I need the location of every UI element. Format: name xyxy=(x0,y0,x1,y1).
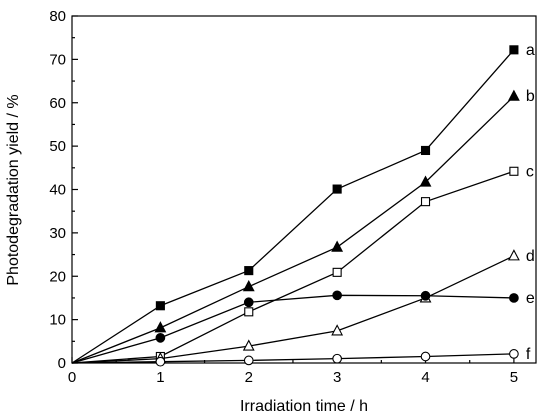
y-tick-label-1: 10 xyxy=(49,312,66,329)
y-axis-label: Photodegradation yield / % xyxy=(5,94,22,285)
x-tick-label-3: 3 xyxy=(333,369,341,386)
series-e: e xyxy=(71,290,535,364)
y-tick-label-4: 40 xyxy=(49,182,66,199)
series-label-c: c xyxy=(526,163,534,180)
point-e-5 xyxy=(509,293,519,303)
y-tick-label-8: 80 xyxy=(49,8,66,25)
x-tick-label-5: 5 xyxy=(510,369,518,386)
plot-area xyxy=(71,15,537,364)
series-group: a b c d e f xyxy=(71,42,535,367)
point-a-3 xyxy=(332,184,342,194)
point-f-3 xyxy=(332,353,342,364)
y-tick-label-6: 60 xyxy=(49,95,66,112)
y-tick-label-3: 30 xyxy=(49,225,66,242)
point-a-1 xyxy=(155,301,165,311)
point-d-3 xyxy=(331,324,344,336)
x-axis-label: Irradiation time / h xyxy=(240,398,368,415)
x-tick-label-2: 2 xyxy=(245,369,253,386)
point-b-5 xyxy=(507,89,520,101)
series-label-b: b xyxy=(526,88,535,105)
point-f-2 xyxy=(243,355,254,366)
series-line-f xyxy=(71,353,514,364)
point-b-2 xyxy=(242,279,255,292)
series-line-d xyxy=(71,255,515,364)
series-f: f xyxy=(71,346,531,367)
plot-frame xyxy=(71,15,537,364)
point-c-2 xyxy=(244,307,254,317)
series-label-e: e xyxy=(526,290,535,307)
point-f-5 xyxy=(509,349,519,359)
point-f-1 xyxy=(155,356,166,367)
series-line-c xyxy=(71,170,515,364)
series-d: d xyxy=(71,248,535,364)
y-tick-label-5: 50 xyxy=(49,138,66,155)
x-tick-label-0: 0 xyxy=(68,369,76,386)
point-c-4 xyxy=(420,197,431,207)
x-tick-label-4: 4 xyxy=(421,369,429,386)
point-a-4 xyxy=(420,145,431,156)
point-e-4 xyxy=(420,290,431,301)
point-b-3 xyxy=(331,240,344,252)
point-e-2 xyxy=(243,297,254,308)
series-line-b xyxy=(71,95,515,364)
y-tick-label-0: 0 xyxy=(58,355,66,372)
series-line-a xyxy=(71,49,515,364)
series-b: b xyxy=(71,88,535,364)
point-e-3 xyxy=(332,290,342,301)
series-label-f: f xyxy=(526,346,531,363)
series-line-e xyxy=(71,294,514,364)
y-tick-label-2: 20 xyxy=(49,268,66,285)
point-e-1 xyxy=(155,332,166,343)
point-c-3 xyxy=(332,267,342,277)
y-tick-label-7: 70 xyxy=(49,51,66,68)
point-b-4 xyxy=(419,175,432,187)
series-label-d: d xyxy=(526,248,535,265)
point-d-2 xyxy=(242,339,255,351)
point-b-1 xyxy=(154,321,167,333)
point-f-4 xyxy=(420,351,431,362)
x-tick-label-1: 1 xyxy=(156,369,164,386)
point-c-5 xyxy=(509,166,519,176)
point-a-5 xyxy=(509,45,519,55)
series-label-a: a xyxy=(526,42,535,59)
point-a-2 xyxy=(244,266,254,276)
point-d-5 xyxy=(507,249,520,261)
series-a: a xyxy=(71,42,535,364)
